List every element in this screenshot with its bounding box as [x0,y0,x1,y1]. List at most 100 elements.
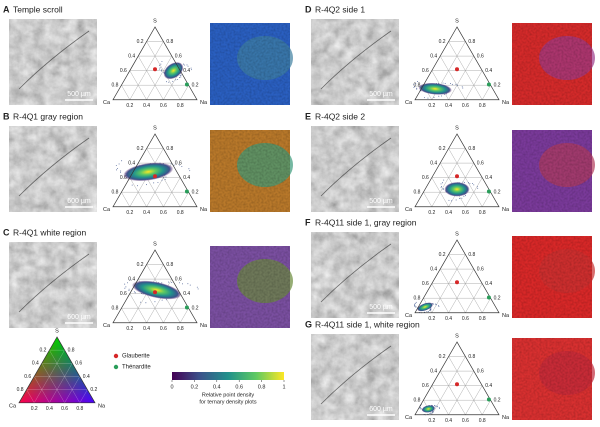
thenardite-marker [486,82,491,87]
triangle-outline [112,133,198,208]
ternary-tick-label: 0.6 [477,160,484,166]
ternary-tick-label: 0.8 [413,83,420,89]
triangle-outline [414,239,500,314]
ternary-apex-label: S [455,125,459,131]
ternary-tick-label: 0.8 [468,39,475,45]
density-point [469,183,471,185]
density-point [189,170,191,172]
panel-title: R-4Q2 side 2 [315,111,365,121]
ternary-grid [440,268,466,313]
ternary-tick-label: 0.4 [128,160,135,166]
ternary-grid [180,308,189,323]
density-point [427,97,429,99]
density-point [416,87,418,89]
micrograph [9,126,97,212]
ternary-apex-label: S [153,18,157,24]
density-point [165,299,167,301]
ternary-tick-label: 0.8 [479,103,486,109]
density-point [462,181,464,183]
density-point [154,301,156,303]
density-point [436,405,438,407]
ternary-grid [49,363,73,403]
ternary-plot: 0.2 0.2 0.8 0.4 0.4 0.6 0.6 0.6 0.4 0.8 0.8 0.2 S Ca N… [405,333,510,424]
ternary-grid [465,283,483,313]
density-blob [131,280,182,300]
ternary-grid [465,177,483,207]
ternary-tick-label: 0.6 [75,361,82,367]
density-point [415,301,417,303]
ternary-grid [138,55,164,100]
density-point [468,182,469,184]
ternary-left-label: Ca [103,323,111,329]
density-point [439,407,440,409]
density-point [168,81,170,83]
thenardite-marker [184,82,189,87]
ternary-plot: 0.2 0.2 0.8 0.4 0.4 0.6 0.6 0.6 0.4 0.8 0.8 0.2 S Ca N… [103,18,208,109]
ternary-tick-label: 0.6 [160,103,167,109]
density-point [426,311,428,312]
ternary-tick-label: 0.4 [445,316,452,322]
ternary-tick-label: 0.2 [126,210,133,216]
ternary-tick-label: 0.6 [477,266,484,272]
density-point [444,83,446,84]
density-point [461,197,463,199]
density-point [184,64,186,66]
ternary-left-label: Ca [405,415,413,421]
density-point [196,286,198,288]
density-point [163,177,165,179]
ternary-tick-label: 0.4 [183,291,190,297]
density-point [438,305,440,307]
colorbar-tick-label: 0.4 [213,384,221,390]
crack [320,30,392,90]
density-point [157,182,159,183]
panel-letter: C [3,227,10,237]
colorbar [172,372,284,380]
triangle-outline [18,336,96,404]
density-point [181,166,183,167]
density-point [161,70,162,72]
colorbar-tick-label: 0 [170,384,173,390]
density-point [118,163,120,165]
ternary-grid [129,293,147,323]
ternary-grid [121,85,130,100]
density-point [430,309,432,311]
density-point [146,184,147,186]
micrograph [311,19,399,105]
density-point [413,303,415,305]
density-point [443,179,445,181]
ternary-tick-label: 0.6 [160,210,167,216]
density-point [153,182,155,184]
ternary-tick-label: 0.2 [439,252,446,258]
element-map-texture [210,130,290,212]
density-point [463,195,465,197]
density-point [416,88,418,90]
ternary-grid [448,370,474,415]
density-point [459,198,461,199]
density-blob [418,82,452,95]
ternary-tick-label: 0.8 [177,210,184,216]
ternary-right-label: Na [502,415,510,421]
ternary-tick-label: 0.2 [39,347,46,353]
glauberite-marker [455,174,459,179]
ternary-tick-label: 0.2 [494,398,501,404]
density-point [434,405,436,407]
ternary-tick-label: 0.8 [413,296,420,302]
panel-letter: B [3,111,10,121]
ternary-right-label: Na [98,403,106,409]
ternary-tick-label: 0.8 [468,146,475,152]
scale-bar-label: 600 µm [67,314,91,321]
element-map-texture [512,23,592,105]
scale-bar-label: 500 µm [369,91,393,98]
element-map-texture [512,338,592,420]
element-map-texture [210,23,290,105]
ternary-plot: 0.2 0.2 0.8 0.4 0.4 0.6 0.6 0.6 0.4 0.8 0.8 0.2 S Ca N… [103,125,208,216]
density-point [115,164,117,166]
panel-title: R-4Q1 gray region [13,111,83,121]
ternary-tick-label: 0.6 [462,316,469,322]
scale-bar-label: 500 µm [67,91,91,98]
ternary-tick-label: 0.6 [175,53,182,59]
density-point [173,164,175,166]
ternary-tick-label: 0.8 [468,252,475,258]
ternary-plot: 0.2 0.2 0.8 0.4 0.4 0.6 0.6 0.6 0.4 0.8 0.8 0.2 S Ca N… [405,231,510,322]
ternary-left-label: Ca [103,100,111,106]
